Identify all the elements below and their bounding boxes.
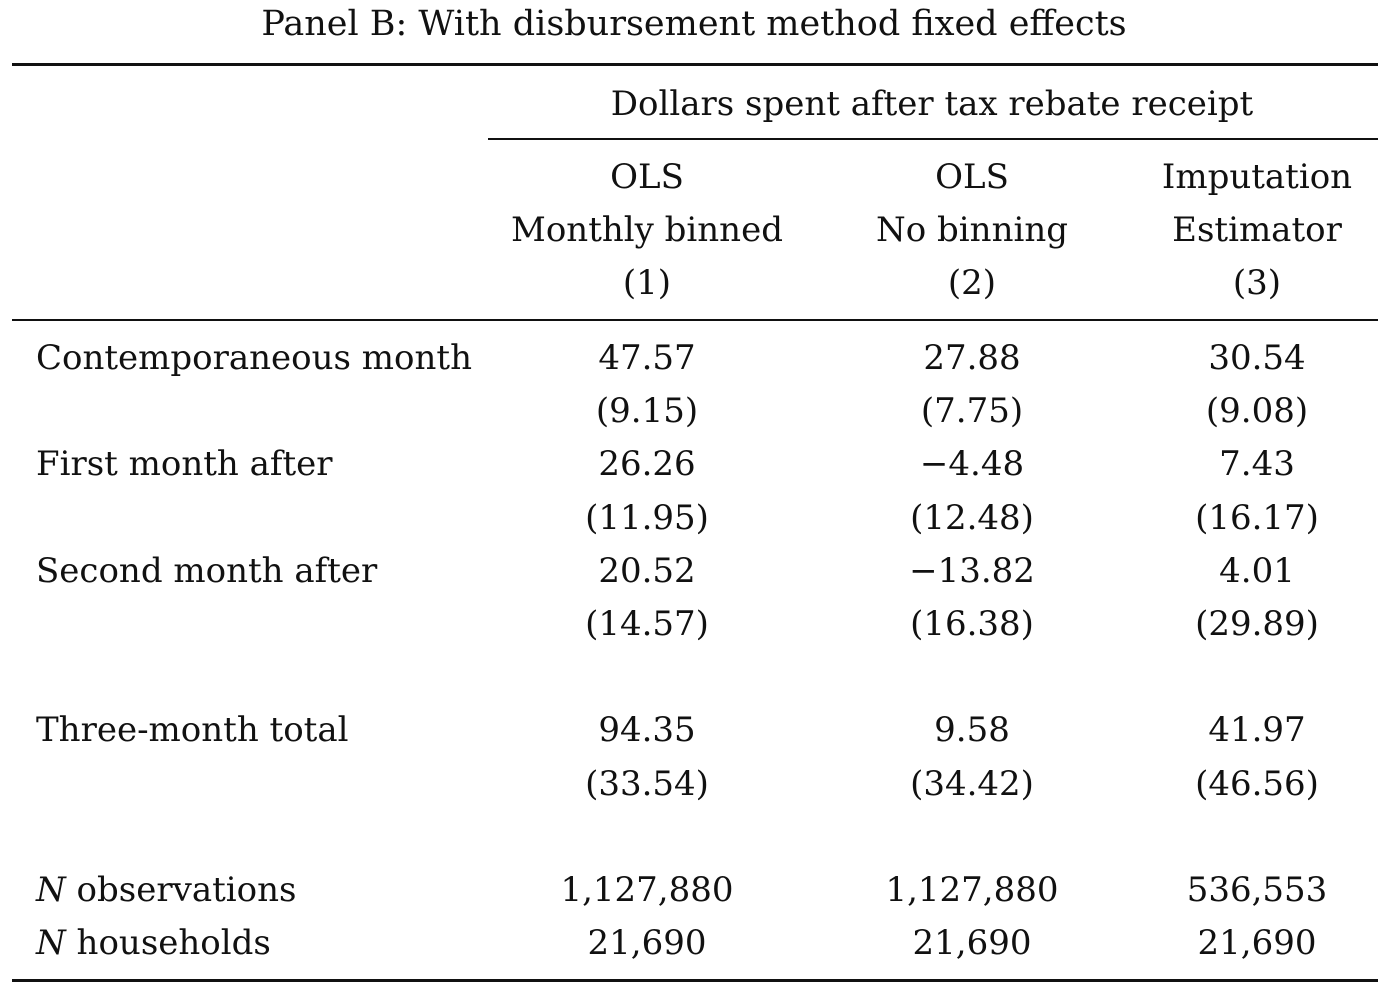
coef-cell: −13.82 xyxy=(909,551,1035,591)
se-cell: (14.57) xyxy=(585,604,709,644)
row-label-second-month: Second month after xyxy=(36,551,378,591)
se-cell: (16.17) xyxy=(1195,498,1319,538)
stat-cell: 536,553 xyxy=(1186,870,1328,910)
se-cell: (46.56) xyxy=(1195,764,1319,804)
column-header-2-number: (2) xyxy=(947,263,997,303)
se-cell: (33.54) xyxy=(585,764,709,804)
coef-cell: 27.88 xyxy=(923,338,1021,378)
stat-cell: 21,690 xyxy=(1197,923,1317,963)
stat-n-symbol: N xyxy=(36,870,66,910)
stat-label-households: N households xyxy=(36,923,271,963)
column-header-3-detail: Estimator xyxy=(1172,210,1342,250)
coef-cell: 47.57 xyxy=(598,338,696,378)
se-cell: (12.48) xyxy=(910,498,1034,538)
se-cell: (9.08) xyxy=(1205,391,1309,431)
stat-label-text: households xyxy=(65,923,271,963)
column-header-3: Imputation Estimator (3) xyxy=(1097,151,1386,310)
stat-cell: 21,690 xyxy=(587,923,707,963)
header-bottom-rule xyxy=(12,319,1378,321)
column-header-1: OLS Monthly binned (1) xyxy=(487,151,807,310)
coef-cell: 7.43 xyxy=(1219,444,1295,484)
se-cell: (16.38) xyxy=(910,604,1034,644)
top-rule xyxy=(12,63,1378,66)
column-header-3-number: (3) xyxy=(1232,263,1282,303)
column-header-3-method: Imputation xyxy=(1161,157,1353,197)
bottom-rule xyxy=(12,979,1378,982)
stat-cell: 21,690 xyxy=(912,923,1032,963)
stat-cell: 1,127,880 xyxy=(560,870,734,910)
row-label-first-month: First month after xyxy=(36,444,333,484)
se-cell: (34.42) xyxy=(910,764,1034,804)
se-cell: (29.89) xyxy=(1195,604,1319,644)
column-header-1-number: (1) xyxy=(622,263,672,303)
row-label-contemporaneous: Contemporaneous month xyxy=(36,338,472,378)
se-cell: (11.95) xyxy=(585,498,709,538)
se-cell: (7.75) xyxy=(920,391,1024,431)
coef-cell: −4.48 xyxy=(919,444,1025,484)
column-header-2-detail: No binning xyxy=(876,210,1068,250)
column-header-2-method: OLS xyxy=(935,157,1009,197)
panel-title: Panel B: With disbursement method fixed … xyxy=(261,4,1127,44)
coef-cell: 26.26 xyxy=(598,444,696,484)
coef-cell: 20.52 xyxy=(598,551,696,591)
group-header: Dollars spent after tax rebate receipt xyxy=(610,84,1254,124)
stat-label-text: observations xyxy=(65,870,297,910)
column-header-1-method: OLS xyxy=(610,157,684,197)
stat-cell: 1,127,880 xyxy=(885,870,1059,910)
coef-cell: 9.58 xyxy=(934,710,1010,750)
column-header-1-detail: Monthly binned xyxy=(511,210,783,250)
coef-cell: 4.01 xyxy=(1219,551,1295,591)
se-cell: (9.15) xyxy=(595,391,699,431)
group-header-rule xyxy=(488,138,1378,140)
coef-cell: 41.97 xyxy=(1208,710,1306,750)
coef-cell: 30.54 xyxy=(1208,338,1306,378)
coef-cell: 94.35 xyxy=(598,710,696,750)
stat-n-symbol: N xyxy=(36,923,66,963)
row-label-three-month-total: Three-month total xyxy=(36,710,349,750)
column-header-2: OLS No binning (2) xyxy=(812,151,1132,310)
stat-label-observations: N observations xyxy=(36,870,296,910)
